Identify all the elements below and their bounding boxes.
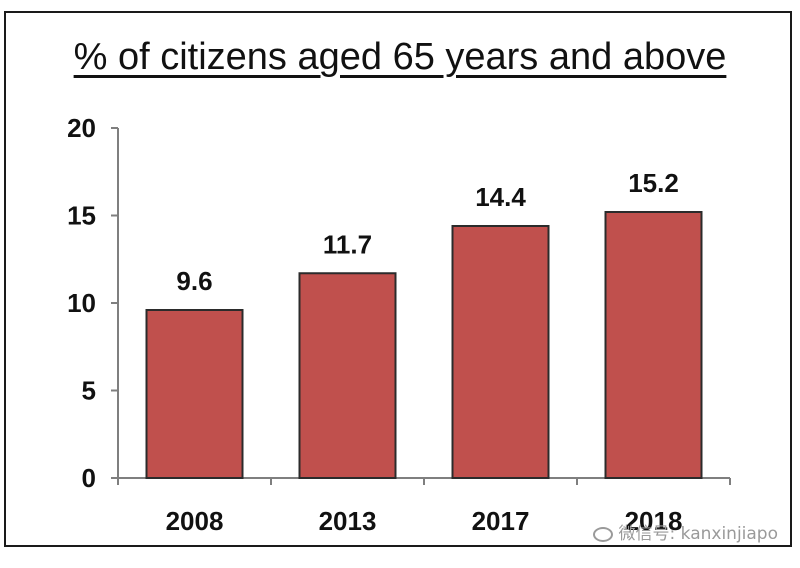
bar [604,211,703,479]
chart-title: % of citizens aged 65 years and above [73,36,727,78]
data-label: 14.4 [475,182,526,212]
x-tick-label: 2018 [625,506,683,536]
y-tick-label: 15 [67,201,96,231]
data-label: 9.6 [176,266,212,296]
y-tick-label: 20 [67,113,96,143]
y-tick-label: 0 [82,463,96,493]
data-label: 15.2 [628,168,679,198]
watermark-text: 微信号: kanxinjiapo [618,524,778,544]
bar [298,272,397,479]
watermark: 微信号: kanxinjiapo [592,519,778,544]
data-label: 11.7 [323,229,372,259]
x-tick-label: 2013 [319,506,377,536]
wechat-icon [592,527,613,542]
x-tick-label: 2008 [166,506,224,536]
bar [145,309,244,479]
x-tick-label: 2017 [472,506,530,536]
bar [451,225,550,479]
y-tick-label: 5 [82,376,96,406]
y-tick-label: 10 [67,288,96,318]
